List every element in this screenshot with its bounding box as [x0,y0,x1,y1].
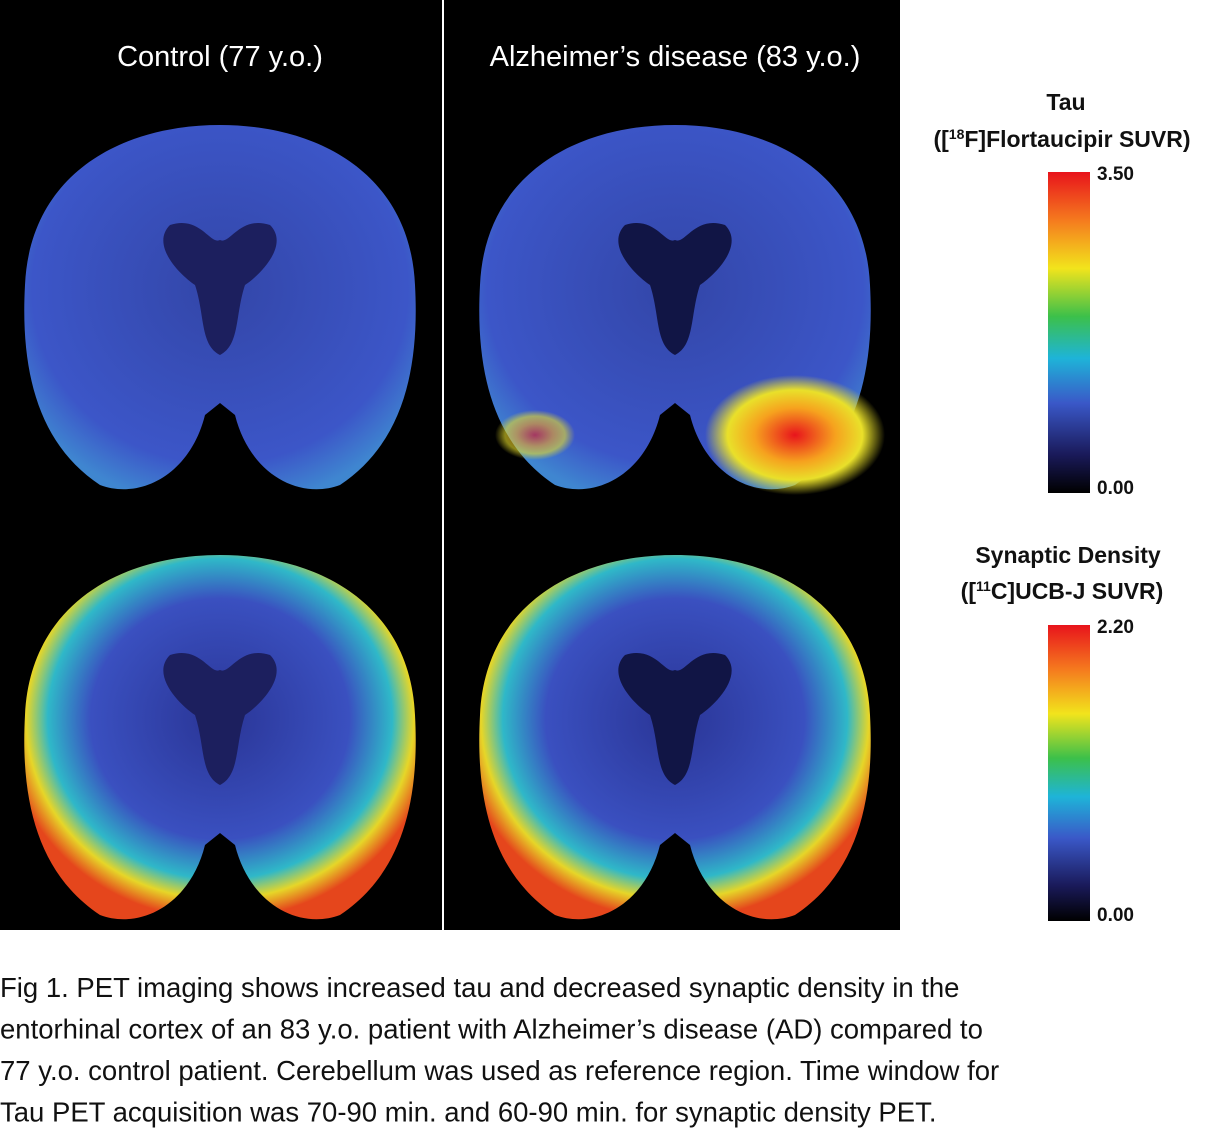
caption-line: Tau PET acquisition was 70-90 min. and 6… [0,1097,937,1128]
caption: Fig 1. PET imaging shows increased tau a… [0,972,999,1128]
caption-line: entorhinal cortex of an 83 y.o. patient … [0,1014,983,1045]
caption-line: 77 y.o. control patient. Cerebellum was … [0,1055,999,1086]
colorbar-max-label: 2.20 [1097,617,1134,638]
superscript: 11 [976,578,991,594]
colorbar [1048,625,1090,921]
colorbar-min-label: 0.00 [1097,478,1134,499]
caption-line: Fig 1. PET imaging shows increased tau a… [0,972,959,1003]
text: ([ [933,126,949,152]
text: ([ [961,578,977,604]
colorbar-max-label: 3.50 [1097,164,1134,185]
colorbar [1048,172,1090,493]
colorbar-subtitle: ([11C]UCB-J SUVR) [961,578,1164,604]
tau-ad-scan [479,125,885,495]
text: C]UCB-J SUVR) [991,578,1164,604]
superscript: 18 [949,126,965,142]
panel-title: Alzheimer’s disease (83 y.o.) [490,41,861,73]
colorbar-subtitle: ([18F]Flortaucipir SUVR) [933,126,1190,152]
colorbar-min-label: 0.00 [1097,905,1134,926]
text: F]Flortaucipir SUVR) [964,126,1190,152]
panel-title: Control (77 y.o.) [117,41,323,73]
colorbar-title: Tau [1046,89,1085,115]
colorbar-title: Synaptic Density [975,542,1161,568]
